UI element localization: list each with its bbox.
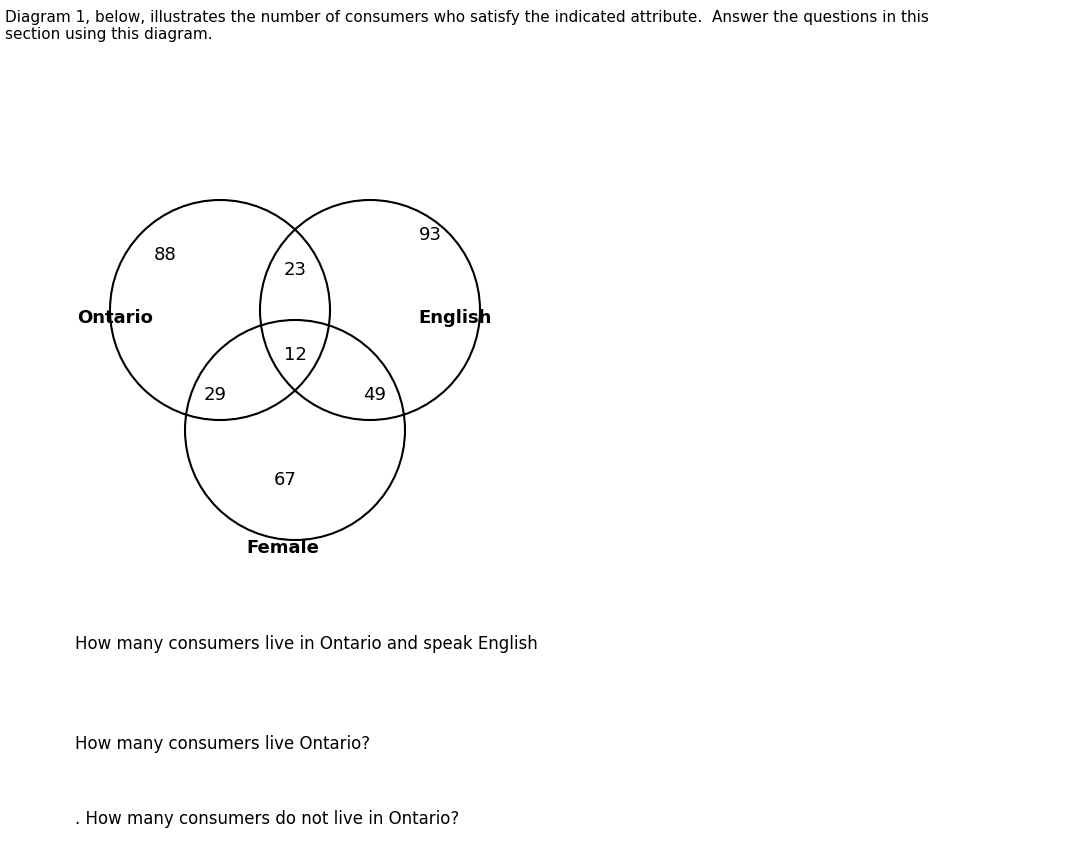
Text: Female: Female [246,539,319,557]
Text: . How many consumers do not live in Ontario?: . How many consumers do not live in Onta… [75,810,460,828]
Text: 29: 29 [204,386,227,404]
Text: Diagram 1, below, illustrates the number of consumers who satisfy the indicated : Diagram 1, below, illustrates the number… [5,10,929,42]
Text: 93: 93 [418,226,441,244]
Text: 12: 12 [283,346,306,364]
Text: Ontario: Ontario [77,309,152,327]
Text: How many consumers live in Ontario and speak English: How many consumers live in Ontario and s… [75,635,538,653]
Text: 67: 67 [273,471,296,489]
Text: 88: 88 [154,246,176,264]
Text: English: English [418,309,492,327]
Text: 49: 49 [364,386,387,404]
Text: 23: 23 [283,261,306,279]
Text: How many consumers live Ontario?: How many consumers live Ontario? [75,735,370,753]
